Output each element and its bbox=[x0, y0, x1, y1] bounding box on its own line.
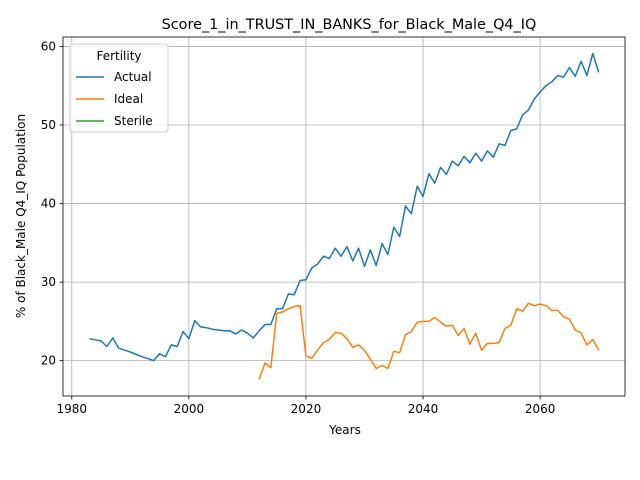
y-tick-label: 60 bbox=[41, 39, 56, 53]
series-lines bbox=[89, 52, 600, 380]
x-axis-label: Years bbox=[328, 423, 361, 437]
y-tick-label: 30 bbox=[41, 275, 56, 289]
legend-label-sterile: Sterile bbox=[114, 114, 153, 128]
y-axis-label: % of Black_Male Q4_IQ Population bbox=[14, 114, 28, 318]
x-tick-label: 2040 bbox=[408, 402, 439, 416]
y-tick-label: 50 bbox=[41, 118, 56, 132]
legend-title: Fertility bbox=[96, 49, 141, 63]
series-line-actual bbox=[89, 52, 600, 362]
legend-box bbox=[69, 43, 169, 133]
x-tick-label: 1980 bbox=[57, 402, 88, 416]
plot-frame bbox=[62, 36, 626, 397]
y-tick-label: 20 bbox=[41, 354, 56, 368]
x-tick-label: 2020 bbox=[291, 402, 322, 416]
legend-label-actual: Actual bbox=[114, 70, 152, 84]
x-tick-label: 2060 bbox=[525, 402, 556, 416]
legend-label-ideal: Ideal bbox=[114, 92, 143, 106]
chart-title: Score_1_in_TRUST_IN_BANKS_for_Black_Male… bbox=[162, 17, 537, 33]
legend: Fertility Actual Ideal Sterile bbox=[69, 43, 169, 133]
series-line-ideal bbox=[258, 302, 600, 380]
grid-lines bbox=[63, 37, 625, 396]
y-tick-label: 40 bbox=[41, 197, 56, 211]
axes: 1980 2000 2020 2040 2060 20 30 40 50 60 bbox=[41, 36, 626, 416]
x-tick-label: 2000 bbox=[174, 402, 205, 416]
